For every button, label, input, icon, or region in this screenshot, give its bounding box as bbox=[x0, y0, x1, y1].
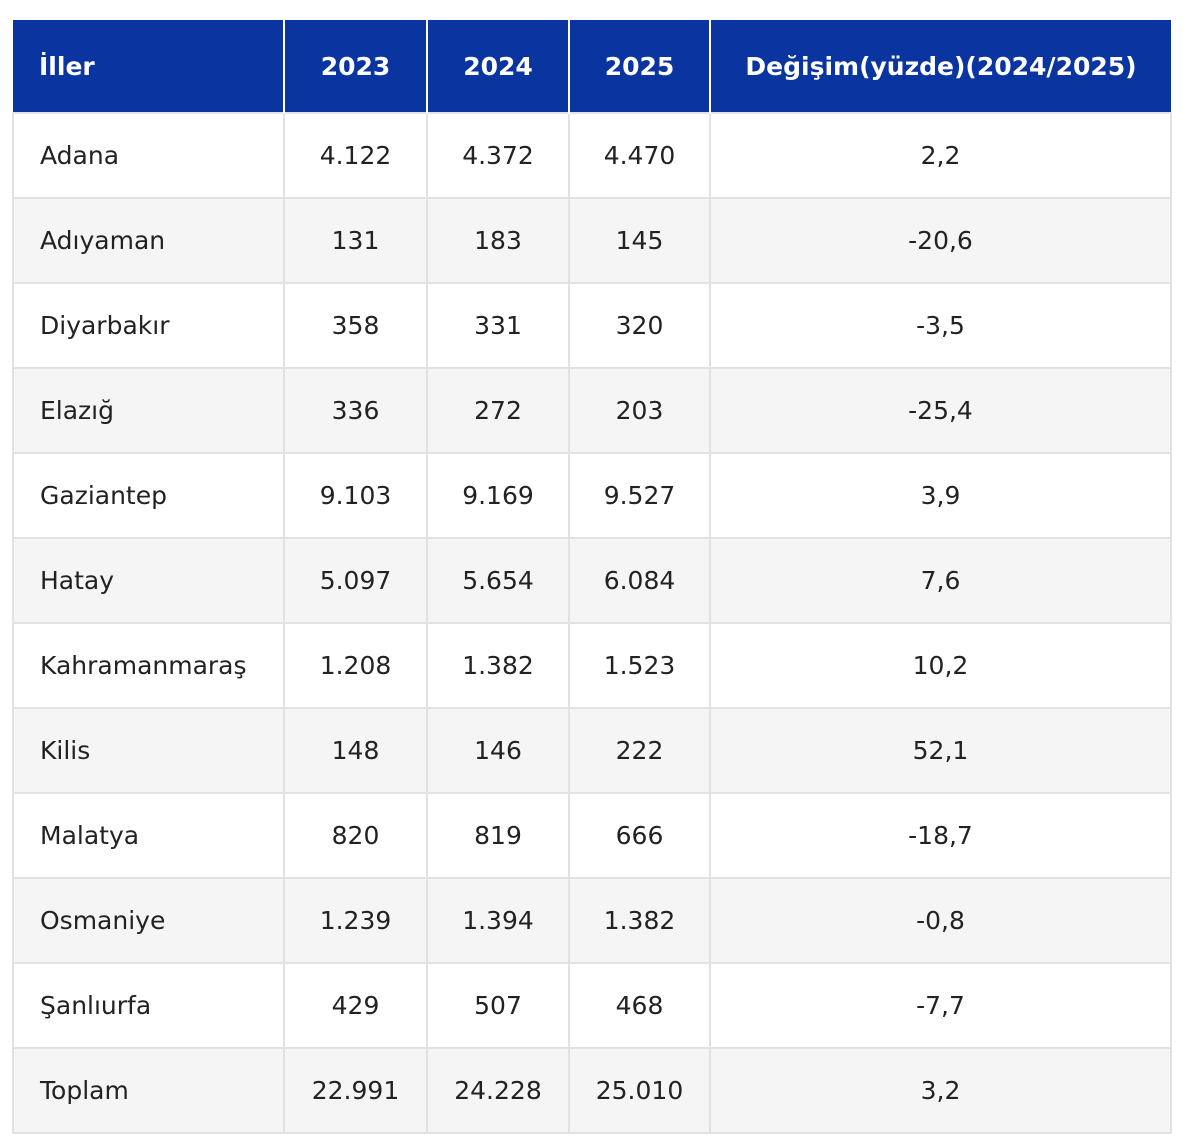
value-cell: 1.382 bbox=[568, 877, 711, 964]
header-cell: İller bbox=[13, 20, 284, 113]
table-row: Adıyaman 131 183 145 -20,6 bbox=[12, 197, 1172, 284]
table-row: Kilis 148 146 222 52,1 bbox=[12, 707, 1172, 794]
value-cell: 52,1 bbox=[709, 707, 1172, 794]
value-cell: 22.991 bbox=[283, 1047, 428, 1134]
value-cell: 507 bbox=[426, 962, 570, 1049]
value-cell: 820 bbox=[283, 792, 428, 879]
header-cell: 2024 bbox=[426, 20, 569, 113]
value-cell: 2,2 bbox=[709, 112, 1172, 199]
value-cell: -20,6 bbox=[709, 197, 1172, 284]
value-cell: 358 bbox=[283, 282, 428, 369]
value-cell: 9.103 bbox=[283, 452, 428, 539]
table-row: Hatay 5.097 5.654 6.084 7,6 bbox=[12, 537, 1172, 624]
header-cell: Değişim(yüzde)(2024/2025) bbox=[709, 20, 1171, 113]
value-cell: 819 bbox=[426, 792, 570, 879]
value-cell: 7,6 bbox=[709, 537, 1172, 624]
province-cell: Osmaniye bbox=[12, 877, 285, 964]
value-cell: 4.122 bbox=[283, 112, 428, 199]
value-cell: 331 bbox=[426, 282, 570, 369]
value-cell: 222 bbox=[568, 707, 711, 794]
table-row: Toplam 22.991 24.228 25.010 3,2 bbox=[12, 1047, 1172, 1134]
value-cell: 1.394 bbox=[426, 877, 570, 964]
value-cell: 10,2 bbox=[709, 622, 1172, 709]
table-row: Adana 4.122 4.372 4.470 2,2 bbox=[12, 112, 1172, 199]
header-cell: 2025 bbox=[568, 20, 710, 113]
table-row: Malatya 820 819 666 -18,7 bbox=[12, 792, 1172, 879]
value-cell: 3,9 bbox=[709, 452, 1172, 539]
value-cell: 5.654 bbox=[426, 537, 570, 624]
table-row: Osmaniye 1.239 1.394 1.382 -0,8 bbox=[12, 877, 1172, 964]
province-cell: Kilis bbox=[12, 707, 285, 794]
province-cell: Diyarbakır bbox=[12, 282, 285, 369]
value-cell: -18,7 bbox=[709, 792, 1172, 879]
value-cell: 1.239 bbox=[283, 877, 428, 964]
value-cell: 131 bbox=[283, 197, 428, 284]
value-cell: 429 bbox=[283, 962, 428, 1049]
value-cell: 320 bbox=[568, 282, 711, 369]
province-cell: Hatay bbox=[12, 537, 285, 624]
value-cell: -0,8 bbox=[709, 877, 1172, 964]
data-table: İller 2023 2024 2025 Değişim(yüzde)(2024/202… bbox=[12, 20, 1172, 1134]
header-row: İller 2023 2024 2025 Değişim(yüzde)(2024/202… bbox=[13, 20, 1171, 113]
province-cell: Şanlıurfa bbox=[12, 962, 285, 1049]
province-cell: Kahramanmaraş bbox=[12, 622, 285, 709]
value-cell: 4.470 bbox=[568, 112, 711, 199]
value-cell: 5.097 bbox=[283, 537, 428, 624]
value-cell: 336 bbox=[283, 367, 428, 454]
value-cell: 1.382 bbox=[426, 622, 570, 709]
province-cell: Elazığ bbox=[12, 367, 285, 454]
table-header: İller 2023 2024 2025 Değişim(yüzde)(2024/202… bbox=[13, 20, 1171, 113]
province-cell: Gaziantep bbox=[12, 452, 285, 539]
value-cell: 3,2 bbox=[709, 1047, 1172, 1134]
province-cell: Adana bbox=[12, 112, 285, 199]
value-cell: 9.169 bbox=[426, 452, 570, 539]
value-cell: 203 bbox=[568, 367, 711, 454]
province-cell: Toplam bbox=[12, 1047, 285, 1134]
value-cell: 146 bbox=[426, 707, 570, 794]
table-row: Kahramanmaraş 1.208 1.382 1.523 10,2 bbox=[12, 622, 1172, 709]
value-cell: 1.208 bbox=[283, 622, 428, 709]
value-cell: 468 bbox=[568, 962, 711, 1049]
value-cell: 148 bbox=[283, 707, 428, 794]
value-cell: -7,7 bbox=[709, 962, 1172, 1049]
province-cell: Malatya bbox=[12, 792, 285, 879]
table-row: Şanlıurfa 429 507 468 -7,7 bbox=[12, 962, 1172, 1049]
value-cell: 272 bbox=[426, 367, 570, 454]
value-cell: -3,5 bbox=[709, 282, 1172, 369]
table-body: Adana 4.122 4.372 4.470 2,2 Adıyaman 131 183 145… bbox=[12, 112, 1172, 1134]
value-cell: -25,4 bbox=[709, 367, 1172, 454]
value-cell: 24.228 bbox=[426, 1047, 570, 1134]
value-cell: 666 bbox=[568, 792, 711, 879]
table-row: Gaziantep 9.103 9.169 9.527 3,9 bbox=[12, 452, 1172, 539]
value-cell: 9.527 bbox=[568, 452, 711, 539]
value-cell: 6.084 bbox=[568, 537, 711, 624]
value-cell: 183 bbox=[426, 197, 570, 284]
table-row: Elazığ 336 272 203 -25,4 bbox=[12, 367, 1172, 454]
value-cell: 145 bbox=[568, 197, 711, 284]
header-cell: 2023 bbox=[283, 20, 427, 113]
value-cell: 4.372 bbox=[426, 112, 570, 199]
value-cell: 1.523 bbox=[568, 622, 711, 709]
value-cell: 25.010 bbox=[568, 1047, 711, 1134]
province-cell: Adıyaman bbox=[12, 197, 285, 284]
table-row: Diyarbakır 358 331 320 -3,5 bbox=[12, 282, 1172, 369]
